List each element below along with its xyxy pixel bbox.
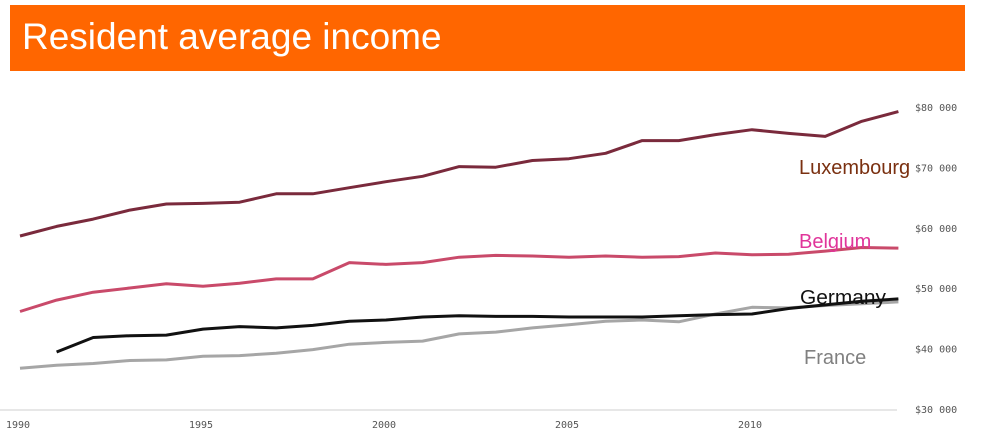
series-line-germany <box>56 297 899 354</box>
y-tick-label: $60 000 <box>915 224 957 235</box>
series-lines <box>19 110 899 370</box>
series-label-germany: Germany <box>800 287 886 309</box>
y-tick-label: $50 000 <box>915 284 957 295</box>
series-label-belgium: Belgium <box>799 231 871 253</box>
x-tick-label: 1995 <box>189 420 213 431</box>
x-tick-label: 2005 <box>555 420 579 431</box>
series-label-luxembourg: Luxembourg <box>799 157 910 179</box>
y-tick-label: $70 000 <box>915 163 957 174</box>
series-label-france: France <box>804 347 866 369</box>
x-tick-label: 2000 <box>372 420 396 431</box>
y-tick-label: $30 000 <box>915 405 957 416</box>
series-line-belgium <box>19 246 899 313</box>
x-tick-label: 1990 <box>6 420 30 431</box>
chart-title: Resident average income <box>22 16 442 57</box>
series-line-luxembourg <box>19 110 899 238</box>
y-tick-label: $40 000 <box>915 345 957 356</box>
series-line-france <box>19 300 899 370</box>
x-tick-label: 2010 <box>738 420 762 431</box>
title-banner: Resident average income <box>10 5 965 71</box>
chart-axes: $30 000 $40 000 $50 000 $60 000 $70 000 $80 0… <box>0 103 957 431</box>
y-tick-label: $80 000 <box>915 103 957 114</box>
